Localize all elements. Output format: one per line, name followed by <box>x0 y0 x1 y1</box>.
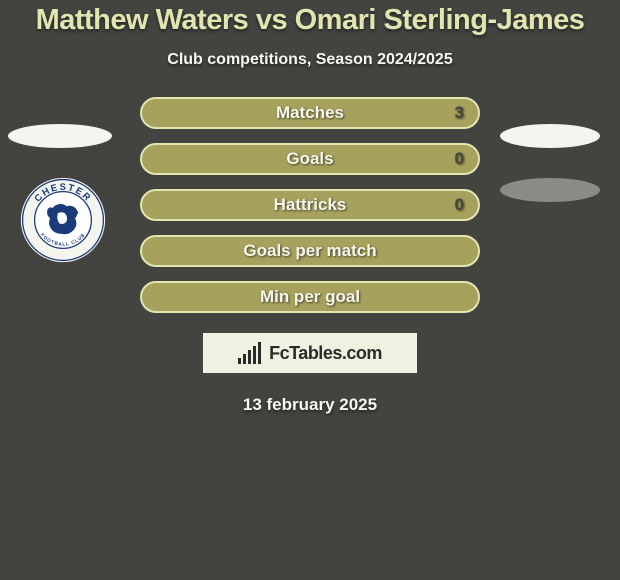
stat-row: Goals per match <box>140 235 480 267</box>
avatar-placeholder-left <box>8 124 112 148</box>
stat-value: 0 <box>455 149 464 169</box>
stat-row: Matches 3 <box>140 97 480 129</box>
stat-row: Hattricks 0 <box>140 189 480 221</box>
club-badge: CHESTER FOOTBALL CLUB <box>20 177 106 263</box>
stat-label: Goals <box>286 149 333 169</box>
page-title: Matthew Waters vs Omari Sterling-James <box>0 0 620 37</box>
brand-text: FcTables.com <box>269 343 382 364</box>
stat-row: Min per goal <box>140 281 480 313</box>
stat-label: Hattricks <box>274 195 347 215</box>
date-text: 13 february 2025 <box>0 395 620 415</box>
brand-bars-icon <box>238 342 261 364</box>
stat-row: Goals 0 <box>140 143 480 175</box>
brand-box: FcTables.com <box>203 333 417 373</box>
stat-label: Min per goal <box>260 287 360 307</box>
stat-value: 0 <box>455 195 464 215</box>
club-badge-svg: CHESTER FOOTBALL CLUB <box>20 177 106 263</box>
subtitle: Club competitions, Season 2024/2025 <box>0 51 620 69</box>
stat-value: 3 <box>455 103 464 123</box>
avatar-placeholder-right-top <box>500 124 600 148</box>
stat-label: Goals per match <box>243 241 376 261</box>
avatar-placeholder-right-bottom <box>500 178 600 202</box>
stat-label: Matches <box>276 103 344 123</box>
